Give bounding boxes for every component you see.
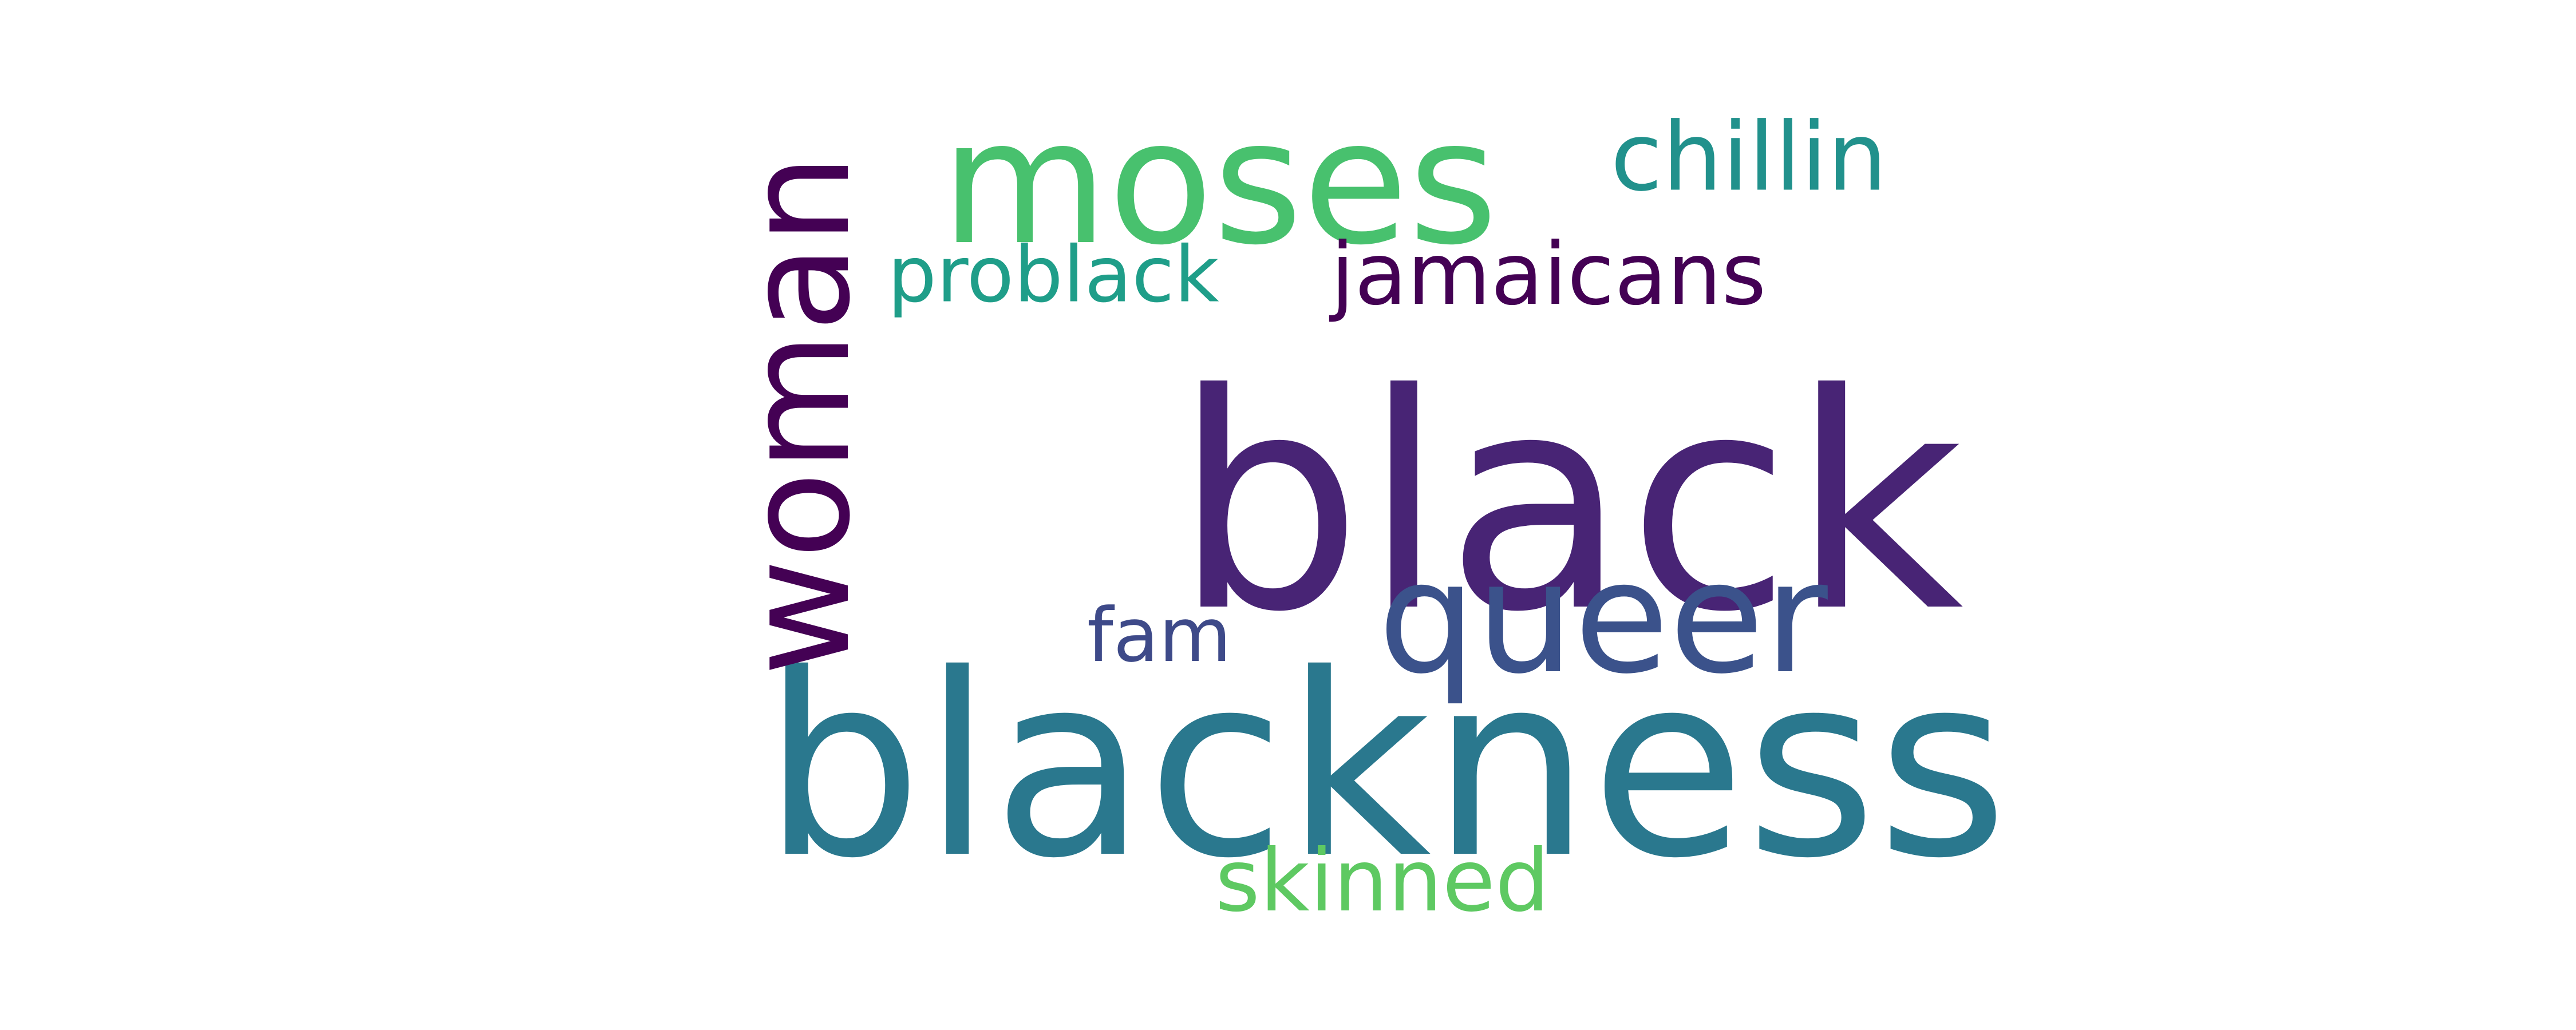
word-blackness: blackness: [762, 620, 2008, 913]
word-moses: moses: [941, 83, 1498, 283]
word-fam: fam: [1086, 592, 1232, 679]
word-black: black: [1173, 330, 1964, 677]
word-queer: queer: [1378, 528, 1828, 708]
word-skinned: skinned: [1215, 831, 1550, 931]
word-jamaicans: jamaicans: [1330, 225, 1767, 324]
word-woman: woman: [715, 153, 882, 676]
word-problack: problack: [887, 229, 1219, 320]
word-chillin: chillin: [1610, 102, 1887, 212]
